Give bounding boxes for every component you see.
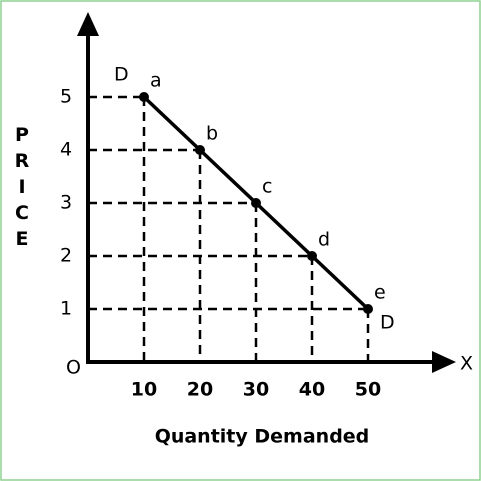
x-tick-label: 50 [355,379,381,401]
point-label: e [374,282,386,304]
point-label: d [318,229,330,251]
y-tick-label: 3 [60,192,72,214]
point [363,304,373,314]
x-tick-label: 40 [299,379,325,401]
point [307,251,317,261]
point-label: c [262,176,272,198]
x-tick-label: 10 [131,379,157,401]
point [195,145,205,155]
x-tick-label: 30 [243,379,269,401]
x-axis-label: Quantity Demanded [155,426,370,448]
y-tick-label: 1 [60,298,72,320]
point-label: b [206,123,218,145]
y-tick-label: 5 [60,86,72,108]
x-axis-end-label: X [460,353,473,375]
point [139,92,149,102]
x-axis-arrow [432,351,456,373]
y-tick-label: 4 [60,139,72,161]
y-tick-label: 2 [60,245,72,267]
x-tick-label: 20 [187,379,213,401]
curve-label: D [380,312,395,334]
y-axis-arrow [77,12,99,36]
point [251,198,261,208]
point-label: a [150,70,162,92]
curve-label: D [114,64,129,86]
origin-label: O [66,357,81,379]
